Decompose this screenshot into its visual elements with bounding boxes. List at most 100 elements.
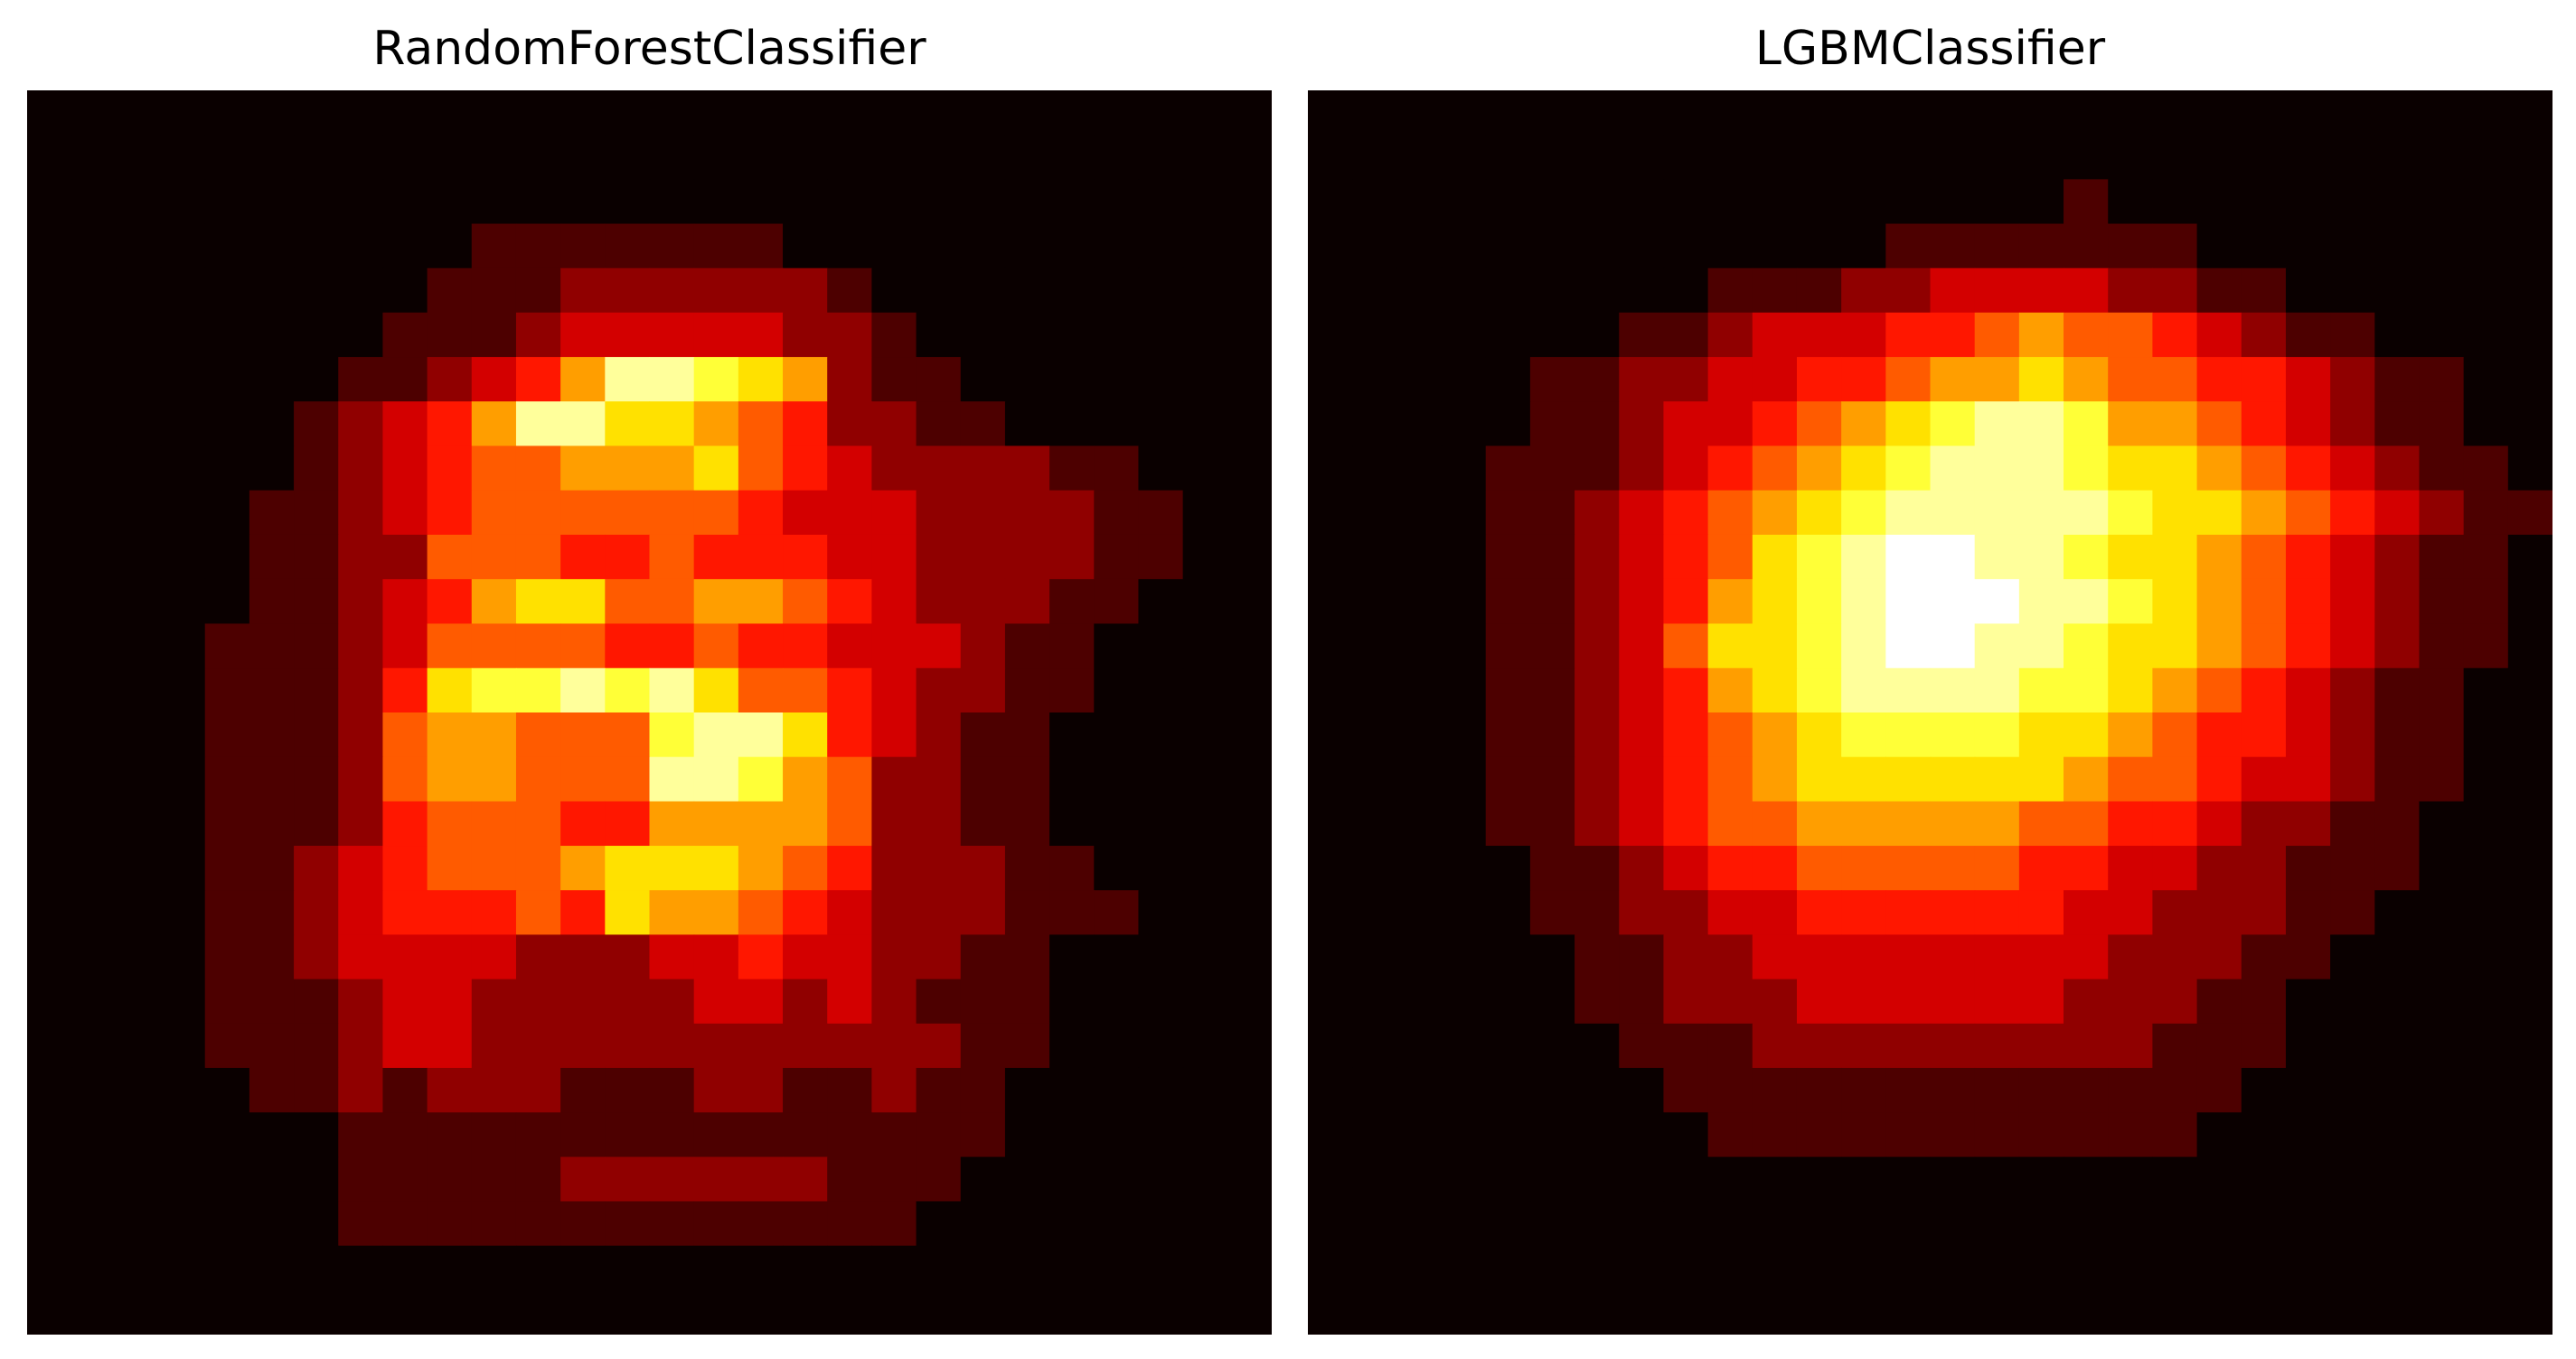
heatmap-cell bbox=[1575, 1112, 1620, 1157]
heatmap-cell bbox=[1707, 1112, 1753, 1157]
heatmap-cell bbox=[116, 846, 162, 891]
heatmap-cell bbox=[2064, 668, 2109, 714]
heatmap-cell bbox=[560, 90, 606, 136]
heatmap-cell bbox=[2196, 401, 2242, 447]
heatmap-cell bbox=[1227, 1245, 1272, 1291]
heatmap-cell bbox=[338, 1201, 384, 1247]
heatmap-cell bbox=[1485, 890, 1531, 935]
heatmap-cell bbox=[2463, 712, 2509, 758]
heatmap-cell bbox=[2152, 1157, 2198, 1203]
heatmap-cell bbox=[1396, 90, 1443, 136]
heatmap-cell bbox=[427, 1201, 473, 1247]
chart-title: RandomForestClassifier bbox=[372, 22, 926, 76]
heatmap-cell bbox=[427, 135, 473, 180]
heatmap-cell bbox=[515, 890, 561, 935]
heatmap-cell bbox=[2018, 1157, 2064, 1203]
heatmap-cell bbox=[1752, 90, 1798, 136]
heatmap-cell bbox=[1227, 801, 1272, 847]
heatmap-cell bbox=[871, 668, 917, 714]
heatmap-cell bbox=[960, 890, 1006, 935]
heatmap-cell bbox=[515, 1289, 561, 1335]
heatmap-cell bbox=[605, 357, 651, 402]
heatmap-cell bbox=[560, 756, 606, 802]
heatmap-cell bbox=[1796, 1157, 1842, 1203]
heatmap-cell bbox=[693, 979, 739, 1025]
heatmap-cell bbox=[471, 890, 517, 935]
heatmap-cell bbox=[693, 490, 739, 536]
heatmap-cell bbox=[1752, 179, 1798, 225]
heatmap-cell bbox=[1619, 1201, 1665, 1247]
heatmap-cell bbox=[1796, 223, 1842, 269]
heatmap-cell bbox=[916, 135, 962, 180]
heatmap-cell bbox=[1485, 401, 1531, 447]
heatmap-cell bbox=[1752, 668, 1798, 714]
heatmap-cell bbox=[2152, 1201, 2198, 1247]
heatmap-cell bbox=[738, 1112, 784, 1157]
heatmap-cell bbox=[1575, 712, 1620, 758]
heatmap-cell bbox=[1485, 135, 1531, 180]
heatmap-cell bbox=[1841, 712, 1886, 758]
heatmap-cell bbox=[71, 1067, 117, 1113]
heatmap-cell bbox=[1227, 490, 1272, 536]
heatmap-cell bbox=[1441, 712, 1487, 758]
heatmap-cell bbox=[605, 846, 651, 891]
heatmap-cell bbox=[1396, 1201, 1443, 1247]
heatmap-cell bbox=[1974, 445, 2020, 492]
heatmap-cell bbox=[1841, 179, 1886, 225]
heatmap-cell bbox=[2018, 668, 2064, 714]
heatmap-cell bbox=[2463, 1245, 2509, 1291]
heatmap-cell bbox=[783, 890, 828, 935]
heatmap-cell bbox=[1441, 623, 1487, 669]
heatmap-cell bbox=[116, 135, 162, 180]
heatmap-cell bbox=[2285, 490, 2331, 536]
heatmap-cell bbox=[1049, 534, 1095, 580]
heatmap-cell bbox=[2463, 846, 2509, 891]
heatmap-cell bbox=[1485, 668, 1531, 714]
heatmap-cell bbox=[27, 1289, 72, 1335]
heatmap-cell bbox=[427, 1157, 473, 1203]
heatmap-cell bbox=[71, 534, 117, 580]
heatmap-cell bbox=[160, 1289, 206, 1335]
heatmap-cell bbox=[116, 623, 162, 669]
heatmap-cell bbox=[1619, 668, 1665, 714]
heatmap-cell bbox=[160, 357, 206, 402]
heatmap-cell bbox=[2241, 890, 2287, 935]
heatmap-cell bbox=[1841, 267, 1886, 314]
heatmap-cell bbox=[871, 357, 917, 402]
heatmap-cell bbox=[1138, 401, 1184, 447]
heatmap-cell bbox=[116, 1157, 162, 1203]
heatmap-cell bbox=[160, 1157, 206, 1203]
heatmap-cell bbox=[2108, 1245, 2153, 1291]
heatmap-cell bbox=[1974, 979, 2020, 1025]
heatmap-cell bbox=[71, 979, 117, 1025]
heatmap-cell bbox=[960, 357, 1006, 402]
heatmap-cell bbox=[1707, 1067, 1753, 1113]
heatmap-cell bbox=[1930, 668, 1976, 714]
heatmap-cell bbox=[204, 90, 250, 136]
heatmap-cell bbox=[1352, 490, 1397, 536]
heatmap-cell bbox=[2463, 401, 2509, 447]
heatmap-cell bbox=[2374, 90, 2421, 136]
heatmap-cell bbox=[871, 534, 917, 580]
heatmap-cell bbox=[2463, 312, 2509, 358]
heatmap-cell bbox=[27, 934, 72, 980]
heatmap-cell bbox=[116, 668, 162, 714]
heatmap-cell bbox=[2152, 267, 2198, 314]
heatmap-cell bbox=[783, 135, 828, 180]
heatmap-cell bbox=[827, 668, 872, 714]
heatmap-cell bbox=[2507, 357, 2552, 402]
heatmap-cell bbox=[1796, 357, 1842, 402]
heatmap-cell bbox=[1352, 267, 1397, 314]
heatmap-cell bbox=[2108, 890, 2153, 935]
heatmap-cell bbox=[1752, 445, 1798, 492]
heatmap-cell bbox=[471, 668, 517, 714]
heatmap-cell bbox=[1441, 223, 1487, 269]
heatmap-cell bbox=[1049, 1245, 1095, 1291]
heatmap-cell bbox=[515, 712, 561, 758]
heatmap-cell bbox=[2152, 135, 2198, 180]
heatmap-cell bbox=[1707, 1245, 1753, 1291]
heatmap-cell bbox=[1841, 801, 1886, 847]
heatmap-cell bbox=[1529, 934, 1575, 980]
heatmap-cell bbox=[960, 1067, 1006, 1113]
heatmap-cell bbox=[471, 267, 517, 314]
